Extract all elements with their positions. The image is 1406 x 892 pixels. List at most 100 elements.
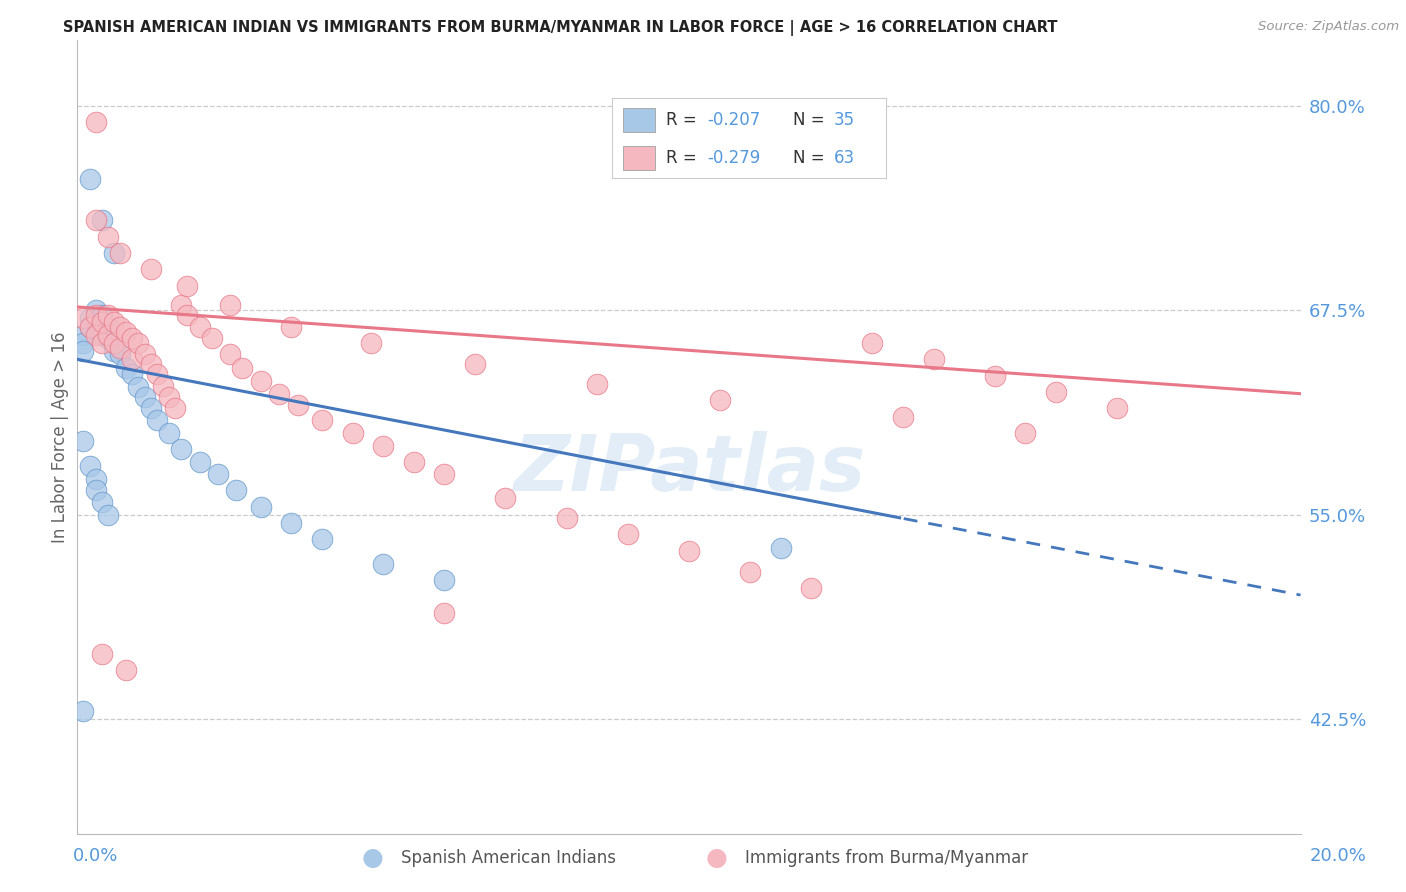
Point [157, 390, 180, 404]
Point [176, 278, 198, 293]
Text: N =: N = [793, 149, 830, 168]
Point [97, 229, 120, 244]
Text: SPANISH AMERICAN INDIAN VS IMMIGRANTS FROM BURMA/MYANMAR IN LABOR FORCE | AGE > : SPANISH AMERICAN INDIAN VS IMMIGRANTS FR… [63, 20, 1057, 36]
Point [287, 398, 309, 412]
Point [139, 401, 162, 416]
Point [922, 352, 945, 367]
Point [984, 368, 1007, 383]
Point [115, 360, 138, 375]
Text: 63: 63 [834, 149, 855, 168]
Point [97, 327, 120, 342]
Point [360, 335, 382, 350]
Point [225, 483, 247, 498]
Text: ●: ● [361, 847, 384, 870]
Point [170, 442, 193, 457]
Point [72, 311, 94, 326]
Text: 20.0%: 20.0% [1310, 847, 1367, 865]
Point [433, 467, 456, 481]
Point [371, 439, 394, 453]
Text: ●: ● [706, 847, 728, 870]
Point [115, 663, 138, 677]
Text: 0.0%: 0.0% [73, 847, 118, 865]
Point [617, 527, 640, 541]
Point [121, 352, 143, 367]
Point [108, 319, 131, 334]
Point [103, 246, 125, 260]
Point [269, 386, 291, 401]
Point [90, 213, 112, 227]
Point [495, 491, 517, 506]
Text: Spanish American Indians: Spanish American Indians [401, 849, 616, 867]
Point [201, 331, 224, 345]
Point [121, 367, 143, 381]
Point [84, 472, 107, 486]
Point [103, 335, 125, 350]
Y-axis label: In Labor Force | Age > 16: In Labor Force | Age > 16 [51, 331, 69, 543]
Point [139, 262, 162, 277]
Point [231, 360, 253, 375]
Point [108, 347, 131, 361]
Point [165, 401, 187, 416]
Bar [623, 146, 655, 170]
Text: R =: R = [666, 111, 703, 128]
Point [219, 298, 242, 312]
Point [207, 467, 229, 481]
Point [108, 341, 131, 355]
Point [97, 331, 120, 345]
Point [740, 565, 762, 579]
Point [342, 425, 364, 440]
Text: -0.279: -0.279 [707, 149, 761, 168]
Point [97, 508, 120, 522]
Point [1014, 425, 1036, 440]
Point [678, 544, 700, 558]
Point [84, 213, 107, 227]
Point [891, 409, 914, 424]
Point [280, 319, 302, 334]
Point [176, 308, 198, 322]
Point [127, 380, 149, 394]
Point [157, 425, 180, 440]
Point [84, 115, 107, 129]
Point [709, 393, 731, 408]
Text: Source: ZipAtlas.com: Source: ZipAtlas.com [1258, 20, 1399, 33]
Point [72, 327, 94, 342]
Text: ZIPatlas: ZIPatlas [513, 431, 865, 507]
Point [146, 367, 169, 381]
Point [862, 335, 884, 350]
Point [769, 541, 792, 555]
Point [108, 246, 131, 260]
Point [127, 335, 149, 350]
Point [311, 533, 333, 547]
Point [139, 357, 162, 371]
Point [250, 374, 273, 388]
Point [72, 344, 94, 359]
Point [371, 557, 394, 571]
Point [280, 516, 302, 530]
Point [103, 335, 125, 350]
Point [79, 458, 101, 473]
Point [79, 172, 101, 186]
Point [84, 483, 107, 498]
Point [97, 319, 120, 334]
Point [90, 308, 112, 322]
Point [84, 315, 107, 329]
Point [311, 413, 333, 427]
Point [97, 308, 120, 322]
Point [134, 347, 156, 361]
Text: -0.207: -0.207 [707, 111, 761, 128]
Text: R =: R = [666, 149, 703, 168]
Point [90, 315, 112, 329]
Point [146, 413, 169, 427]
Point [433, 606, 456, 620]
Point [464, 357, 486, 371]
Point [555, 511, 578, 525]
Point [134, 390, 156, 404]
Point [121, 331, 143, 345]
Point [79, 319, 101, 334]
Point [219, 347, 242, 361]
Point [90, 647, 112, 661]
Point [84, 327, 107, 342]
Point [1045, 385, 1067, 400]
Point [1107, 401, 1129, 416]
Text: 35: 35 [834, 111, 855, 128]
